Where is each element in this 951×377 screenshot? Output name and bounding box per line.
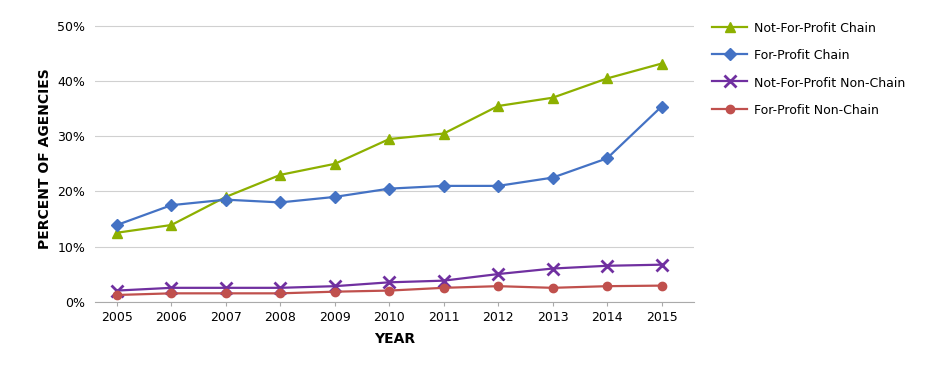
For-Profit Chain [383,186,395,191]
For-Profit Non-Chain [601,284,612,288]
For-Profit Non-Chain [493,284,504,288]
Line: For-Profit Non-Chain: For-Profit Non-Chain [113,282,666,299]
Not-For-Profit Chain [383,137,395,141]
Not-For-Profit Chain [329,162,340,166]
For-Profit Non-Chain [547,285,558,290]
Not-For-Profit Chain [601,76,612,81]
Y-axis label: PERCENT OF AGENCIES: PERCENT OF AGENCIES [38,68,51,249]
Not-For-Profit Non-Chain [547,266,558,271]
For-Profit Chain [438,184,450,188]
For-Profit Non-Chain [111,293,123,297]
For-Profit Non-Chain [275,291,286,296]
Not-For-Profit Chain [220,195,231,199]
For-Profit Chain [220,198,231,202]
For-Profit Chain [601,156,612,161]
Not-For-Profit Non-Chain [656,262,668,267]
Legend: Not-For-Profit Chain, For-Profit Chain, Not-For-Profit Non-Chain, For-Profit Non: Not-For-Profit Chain, For-Profit Chain, … [712,21,905,117]
Not-For-Profit Non-Chain [438,278,450,283]
For-Profit Chain [547,175,558,180]
For-Profit Non-Chain [383,288,395,293]
For-Profit Chain [165,203,177,207]
For-Profit Non-Chain [438,285,450,290]
For-Profit Non-Chain [329,290,340,294]
For-Profit Chain [329,195,340,199]
For-Profit Non-Chain [656,284,668,288]
Not-For-Profit Chain [275,173,286,177]
For-Profit Chain [275,200,286,205]
Not-For-Profit Non-Chain [493,272,504,276]
For-Profit Chain [656,104,668,109]
For-Profit Chain [111,223,123,227]
Not-For-Profit Chain [493,104,504,108]
Not-For-Profit Chain [547,95,558,100]
For-Profit Non-Chain [165,291,177,296]
Line: For-Profit Chain: For-Profit Chain [113,103,666,229]
Line: Not-For-Profit Chain: Not-For-Profit Chain [112,59,667,238]
Not-For-Profit Chain [165,223,177,227]
Not-For-Profit Chain [656,61,668,66]
Not-For-Profit Non-Chain [329,284,340,288]
Line: Not-For-Profit Non-Chain: Not-For-Profit Non-Chain [111,259,667,296]
Not-For-Profit Non-Chain [275,285,286,290]
Not-For-Profit Non-Chain [601,264,612,268]
Not-For-Profit Non-Chain [220,285,231,290]
Not-For-Profit Non-Chain [111,288,123,293]
Not-For-Profit Non-Chain [165,285,177,290]
Not-For-Profit Chain [438,131,450,136]
Not-For-Profit Non-Chain [383,280,395,285]
X-axis label: YEAR: YEAR [374,332,416,346]
For-Profit Chain [493,184,504,188]
For-Profit Non-Chain [220,291,231,296]
Not-For-Profit Chain [111,230,123,235]
